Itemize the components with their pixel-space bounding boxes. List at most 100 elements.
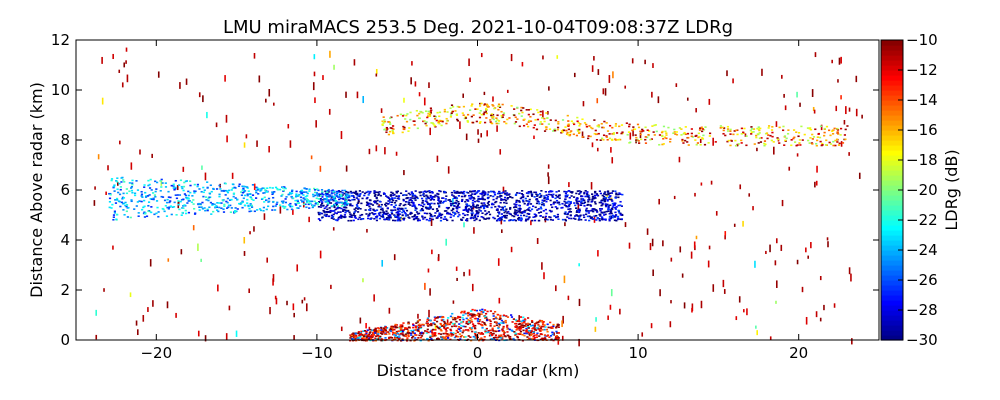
echo-pixel bbox=[698, 135, 701, 138]
echo-pixel bbox=[130, 189, 134, 192]
echo-pixel bbox=[430, 109, 433, 112]
echo-speck bbox=[826, 237, 829, 241]
echo-pixel bbox=[439, 219, 443, 222]
echo-speck bbox=[147, 307, 149, 312]
echo-pixel bbox=[478, 315, 481, 318]
echo-speck bbox=[204, 335, 207, 342]
echo-pixel bbox=[392, 132, 395, 135]
echo-pixel bbox=[620, 213, 624, 216]
echo-pixel bbox=[528, 216, 531, 218]
echo-pixel bbox=[504, 210, 507, 212]
echo-pixel bbox=[619, 212, 622, 215]
echo-pixel bbox=[359, 333, 363, 335]
echo-pixel bbox=[576, 120, 579, 123]
echo-pixel bbox=[474, 108, 477, 110]
echo-speck bbox=[596, 98, 599, 104]
echo-pixel bbox=[506, 198, 509, 200]
echo-pixel bbox=[361, 337, 364, 340]
echo-pixel bbox=[474, 324, 477, 327]
echo-pixel bbox=[401, 330, 404, 333]
echo-pixel bbox=[439, 202, 442, 204]
echo-pixel bbox=[425, 110, 428, 113]
echo-pixel bbox=[621, 193, 624, 196]
echo-pixel bbox=[505, 315, 508, 317]
echo-pixel bbox=[414, 199, 417, 201]
echo-pixel bbox=[808, 142, 811, 144]
echo-pixel bbox=[368, 199, 372, 201]
echo-pixel bbox=[583, 192, 586, 195]
echo-pixel bbox=[256, 189, 259, 191]
echo-pixel bbox=[543, 338, 546, 341]
echo-pixel bbox=[361, 338, 364, 341]
echo-pixel bbox=[458, 323, 461, 325]
echo-pixel bbox=[498, 211, 501, 214]
echo-pixel bbox=[377, 194, 380, 196]
echo-pixel bbox=[835, 138, 839, 141]
echo-pixel bbox=[566, 213, 569, 216]
echo-pixel bbox=[374, 193, 377, 196]
echo-pixel bbox=[171, 206, 174, 208]
echo-pixel bbox=[458, 206, 461, 209]
echo-pixel bbox=[477, 198, 480, 200]
echo-pixel bbox=[288, 191, 292, 194]
echo-pixel bbox=[771, 126, 774, 128]
echo-pixel bbox=[246, 186, 249, 188]
echo-pixel bbox=[316, 188, 319, 191]
echo-pixel bbox=[579, 214, 582, 217]
echo-pixel bbox=[526, 336, 529, 338]
echo-pixel bbox=[165, 215, 169, 217]
echo-pixel bbox=[513, 211, 517, 213]
echo-speck bbox=[418, 92, 421, 97]
echo-pixel bbox=[821, 144, 824, 146]
echo-pixel bbox=[602, 134, 606, 137]
echo-pixel bbox=[350, 219, 353, 222]
echo-pixel bbox=[446, 111, 449, 113]
echo-pixel bbox=[528, 333, 531, 335]
echo-speck bbox=[289, 140, 292, 148]
echo-pixel bbox=[750, 131, 753, 133]
echo-pixel bbox=[460, 219, 463, 221]
echo-pixel bbox=[585, 207, 588, 210]
echo-pixel bbox=[489, 310, 492, 312]
echo-pixel bbox=[549, 335, 553, 337]
echo-pixel bbox=[594, 202, 597, 205]
echo-pixel bbox=[354, 336, 357, 339]
echo-pixel bbox=[557, 332, 560, 334]
echo-pixel bbox=[506, 196, 510, 199]
echo-pixel bbox=[426, 190, 429, 193]
echo-pixel bbox=[314, 202, 318, 204]
echo-pixel bbox=[555, 335, 558, 337]
echo-pixel bbox=[567, 204, 571, 207]
colorbar-tick-label: −10 bbox=[906, 31, 938, 49]
echo-pixel bbox=[208, 192, 212, 195]
echo-speck bbox=[268, 146, 270, 153]
echo-pixel bbox=[566, 131, 569, 134]
echo-pixel bbox=[726, 125, 730, 128]
echo-speck bbox=[157, 71, 160, 78]
echo-pixel bbox=[492, 198, 495, 201]
echo-pixel bbox=[402, 204, 405, 207]
echo-pixel bbox=[722, 129, 725, 132]
echo-speck bbox=[93, 200, 96, 206]
echo-pixel bbox=[491, 327, 494, 330]
echo-pixel bbox=[514, 212, 518, 214]
echo-pixel bbox=[116, 188, 119, 191]
echo-pixel bbox=[388, 336, 391, 339]
echo-pixel bbox=[381, 124, 384, 127]
echo-pixel bbox=[753, 143, 756, 145]
colorbar-swatch bbox=[881, 165, 903, 171]
echo-pixel bbox=[732, 133, 735, 136]
echo-pixel bbox=[524, 323, 528, 325]
echo-speck bbox=[429, 288, 431, 296]
echo-speck bbox=[542, 55, 544, 60]
echo-pixel bbox=[390, 326, 394, 329]
echo-pixel bbox=[479, 333, 482, 335]
echo-pixel bbox=[506, 212, 509, 214]
echo-pixel bbox=[500, 322, 503, 324]
echo-pixel bbox=[109, 193, 112, 196]
echo-pixel bbox=[204, 209, 207, 212]
echo-pixel bbox=[479, 210, 483, 212]
echo-pixel bbox=[758, 132, 761, 134]
echo-pixel bbox=[481, 321, 484, 323]
echo-pixel bbox=[438, 326, 442, 329]
